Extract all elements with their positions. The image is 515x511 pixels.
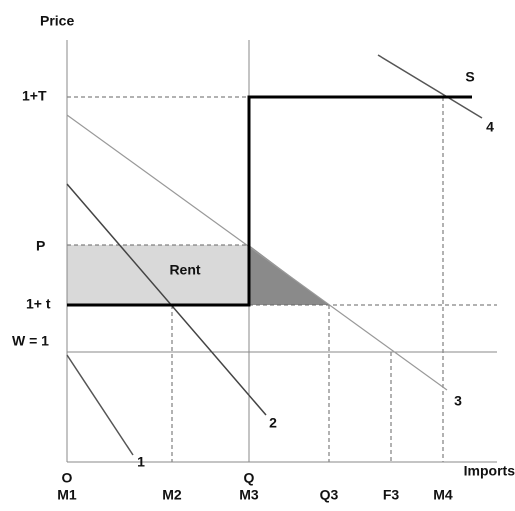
rent-area [67, 245, 249, 305]
price-label: 1+ t [26, 296, 51, 312]
quantity-label: M4 [433, 487, 453, 503]
demand-4 [377, 54, 483, 119]
quantity-label: M3 [239, 487, 259, 503]
quantity-label: Q3 [320, 487, 339, 503]
curve-label: 1 [137, 454, 145, 470]
demand-1 [66, 354, 134, 456]
supply-curve [67, 95, 472, 307]
quantity-label: M1 [57, 487, 77, 503]
demand-2 [66, 183, 267, 416]
y-axis-label: Price [40, 13, 74, 29]
quota-label: Q [244, 470, 255, 486]
quantity-label: F3 [383, 487, 400, 503]
supply-label: S [465, 69, 474, 85]
curve-label: 4 [486, 119, 494, 135]
origin-label: O [62, 470, 73, 486]
quantity-label: M2 [162, 487, 182, 503]
demand-3 [66, 114, 448, 391]
price-label: W = 1 [12, 333, 49, 349]
price-label: 1+T [22, 88, 47, 104]
x-axis-label: Imports [464, 463, 515, 479]
curve-label: 2 [269, 415, 277, 431]
price-label: P [36, 238, 45, 254]
region-label: Rent [169, 262, 200, 278]
curve-label: 3 [454, 393, 462, 409]
